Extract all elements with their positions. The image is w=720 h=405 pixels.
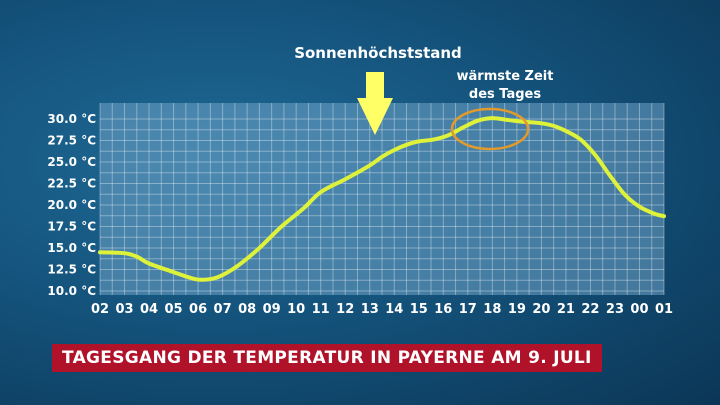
x-tick-label: 02	[91, 302, 109, 317]
x-tick-label: 07	[214, 302, 232, 317]
x-tick-label: 18	[483, 302, 501, 317]
x-tick-label: 14	[385, 302, 403, 317]
x-tick-label: 13	[361, 302, 379, 317]
temperature-series-line	[98, 116, 666, 282]
x-tick-label: 12	[336, 302, 354, 317]
warmest-time-label-line1: wärmste Zeit	[457, 69, 554, 84]
x-tick-label: 09	[263, 302, 281, 317]
sun-peak-arrow-icon	[357, 72, 393, 135]
x-tick-label: 10	[287, 302, 305, 317]
x-tick-label: 00	[630, 302, 648, 317]
chart-title-banner: TAGESGANG DER TEMPERATUR IN PAYERNE AM 9…	[52, 344, 602, 372]
x-tick-label: 22	[581, 302, 599, 317]
x-tick-label: 08	[238, 302, 256, 317]
y-tick-label: 12.5 °C	[47, 263, 96, 277]
y-tick-label: 30.0 °C	[47, 112, 96, 126]
x-tick-label: 15	[410, 302, 428, 317]
x-tick-label: 21	[557, 302, 575, 317]
y-tick-label: 10.0 °C	[47, 284, 96, 298]
y-tick-label: 15.0 °C	[47, 241, 96, 255]
x-tick-label: 03	[115, 302, 133, 317]
sun-peak-label: Sonnenhöchststand	[294, 44, 462, 62]
y-tick-label: 17.5 °C	[47, 220, 96, 234]
x-tick-label: 23	[606, 302, 624, 317]
x-tick-label: 01	[655, 302, 673, 317]
warmest-time-label-line2: des Tages	[469, 87, 541, 102]
y-tick-label: 20.0 °C	[47, 198, 96, 212]
y-tick-label: 27.5 °C	[47, 134, 96, 148]
x-tick-label: 05	[165, 302, 183, 317]
y-tick-label: 22.5 °C	[47, 177, 96, 191]
warmest-time-circle	[450, 107, 530, 151]
x-tick-label: 17	[459, 302, 477, 317]
x-tick-label: 19	[508, 302, 526, 317]
x-tick-label: 06	[189, 302, 207, 317]
x-tick-label: 04	[140, 302, 158, 317]
y-tick-label: 25.0 °C	[47, 155, 96, 169]
x-tick-label: 20	[532, 302, 550, 317]
x-tick-label: 11	[312, 302, 330, 317]
x-tick-label: 16	[434, 302, 452, 317]
